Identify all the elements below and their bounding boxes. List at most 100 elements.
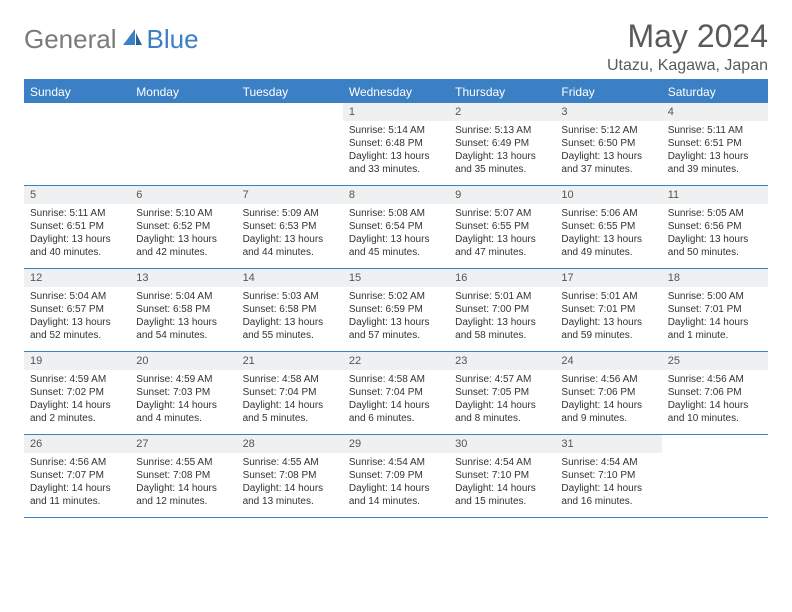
day-number: 18 (662, 269, 768, 287)
day-body: Sunrise: 5:01 AMSunset: 7:00 PMDaylight:… (449, 287, 555, 346)
sunset-line: Sunset: 7:10 PM (561, 469, 655, 482)
day-body: Sunrise: 5:11 AMSunset: 6:51 PMDaylight:… (662, 121, 768, 180)
sunset-line: Sunset: 6:55 PM (561, 220, 655, 233)
day-body: Sunrise: 5:03 AMSunset: 6:58 PMDaylight:… (237, 287, 343, 346)
day-header: Monday (130, 81, 236, 103)
sunset-line: Sunset: 7:01 PM (561, 303, 655, 316)
day-cell: 9Sunrise: 5:07 AMSunset: 6:55 PMDaylight… (449, 186, 555, 268)
sunset-line: Sunset: 6:53 PM (243, 220, 337, 233)
day-cell: 19Sunrise: 4:59 AMSunset: 7:02 PMDayligh… (24, 352, 130, 434)
day-cell (130, 103, 236, 185)
sunrise-line: Sunrise: 5:08 AM (349, 207, 443, 220)
sunrise-line: Sunrise: 4:59 AM (136, 373, 230, 386)
sunrise-line: Sunrise: 5:11 AM (30, 207, 124, 220)
daylight-line: Daylight: 14 hours and 5 minutes. (243, 399, 337, 425)
daylight-line: Daylight: 14 hours and 15 minutes. (455, 482, 549, 508)
day-body: Sunrise: 4:59 AMSunset: 7:03 PMDaylight:… (130, 370, 236, 429)
title-block: May 2024 Utazu, Kagawa, Japan (607, 18, 768, 75)
day-body: Sunrise: 4:55 AMSunset: 7:08 PMDaylight:… (237, 453, 343, 512)
sunrise-line: Sunrise: 5:00 AM (668, 290, 762, 303)
week-row: 5Sunrise: 5:11 AMSunset: 6:51 PMDaylight… (24, 186, 768, 269)
day-cell: 30Sunrise: 4:54 AMSunset: 7:10 PMDayligh… (449, 435, 555, 517)
day-body: Sunrise: 4:58 AMSunset: 7:04 PMDaylight:… (237, 370, 343, 429)
day-cell: 23Sunrise: 4:57 AMSunset: 7:05 PMDayligh… (449, 352, 555, 434)
day-cell: 11Sunrise: 5:05 AMSunset: 6:56 PMDayligh… (662, 186, 768, 268)
day-number: 30 (449, 435, 555, 453)
daylight-line: Daylight: 13 hours and 42 minutes. (136, 233, 230, 259)
sunset-line: Sunset: 6:58 PM (243, 303, 337, 316)
day-cell (237, 103, 343, 185)
sunset-line: Sunset: 6:57 PM (30, 303, 124, 316)
day-cell: 15Sunrise: 5:02 AMSunset: 6:59 PMDayligh… (343, 269, 449, 351)
day-body: Sunrise: 5:11 AMSunset: 6:51 PMDaylight:… (24, 204, 130, 263)
sunrise-line: Sunrise: 5:13 AM (455, 124, 549, 137)
day-cell: 7Sunrise: 5:09 AMSunset: 6:53 PMDaylight… (237, 186, 343, 268)
day-number: 9 (449, 186, 555, 204)
day-cell: 12Sunrise: 5:04 AMSunset: 6:57 PMDayligh… (24, 269, 130, 351)
sunset-line: Sunset: 6:59 PM (349, 303, 443, 316)
sunset-line: Sunset: 7:04 PM (243, 386, 337, 399)
daylight-line: Daylight: 13 hours and 45 minutes. (349, 233, 443, 259)
daylight-line: Daylight: 13 hours and 52 minutes. (30, 316, 124, 342)
day-number: 3 (555, 103, 661, 121)
daylight-line: Daylight: 14 hours and 11 minutes. (30, 482, 124, 508)
month-title: May 2024 (607, 18, 768, 55)
day-number: 16 (449, 269, 555, 287)
daylight-line: Daylight: 14 hours and 13 minutes. (243, 482, 337, 508)
sunrise-line: Sunrise: 5:06 AM (561, 207, 655, 220)
sunrise-line: Sunrise: 5:14 AM (349, 124, 443, 137)
logo-text-blue: Blue (147, 24, 199, 55)
day-body: Sunrise: 4:54 AMSunset: 7:10 PMDaylight:… (555, 453, 661, 512)
day-body: Sunrise: 5:04 AMSunset: 6:57 PMDaylight:… (24, 287, 130, 346)
sunrise-line: Sunrise: 4:54 AM (561, 456, 655, 469)
sunrise-line: Sunrise: 5:03 AM (243, 290, 337, 303)
day-number: 8 (343, 186, 449, 204)
day-body: Sunrise: 4:57 AMSunset: 7:05 PMDaylight:… (449, 370, 555, 429)
daylight-line: Daylight: 14 hours and 4 minutes. (136, 399, 230, 425)
daylight-line: Daylight: 13 hours and 44 minutes. (243, 233, 337, 259)
day-header-row: SundayMondayTuesdayWednesdayThursdayFrid… (24, 81, 768, 103)
sunset-line: Sunset: 7:06 PM (668, 386, 762, 399)
sunset-line: Sunset: 6:49 PM (455, 137, 549, 150)
header: General Blue May 2024 Utazu, Kagawa, Jap… (24, 18, 768, 75)
daylight-line: Daylight: 13 hours and 33 minutes. (349, 150, 443, 176)
daylight-line: Daylight: 14 hours and 16 minutes. (561, 482, 655, 508)
day-body: Sunrise: 5:04 AMSunset: 6:58 PMDaylight:… (130, 287, 236, 346)
sunrise-line: Sunrise: 4:56 AM (668, 373, 762, 386)
sunrise-line: Sunrise: 5:02 AM (349, 290, 443, 303)
sunrise-line: Sunrise: 5:04 AM (136, 290, 230, 303)
day-body: Sunrise: 4:54 AMSunset: 7:09 PMDaylight:… (343, 453, 449, 512)
daylight-line: Daylight: 14 hours and 8 minutes. (455, 399, 549, 425)
day-number: 11 (662, 186, 768, 204)
daylight-line: Daylight: 14 hours and 10 minutes. (668, 399, 762, 425)
day-cell: 6Sunrise: 5:10 AMSunset: 6:52 PMDaylight… (130, 186, 236, 268)
day-body: Sunrise: 5:01 AMSunset: 7:01 PMDaylight:… (555, 287, 661, 346)
sunrise-line: Sunrise: 5:10 AM (136, 207, 230, 220)
day-header: Wednesday (343, 81, 449, 103)
daylight-line: Daylight: 14 hours and 1 minute. (668, 316, 762, 342)
day-cell: 13Sunrise: 5:04 AMSunset: 6:58 PMDayligh… (130, 269, 236, 351)
sunset-line: Sunset: 7:06 PM (561, 386, 655, 399)
day-number: 15 (343, 269, 449, 287)
daylight-line: Daylight: 13 hours and 40 minutes. (30, 233, 124, 259)
calendar: SundayMondayTuesdayWednesdayThursdayFrid… (24, 79, 768, 518)
day-number: 25 (662, 352, 768, 370)
day-cell: 22Sunrise: 4:58 AMSunset: 7:04 PMDayligh… (343, 352, 449, 434)
day-number: 7 (237, 186, 343, 204)
day-body: Sunrise: 5:02 AMSunset: 6:59 PMDaylight:… (343, 287, 449, 346)
day-number: 2 (449, 103, 555, 121)
location: Utazu, Kagawa, Japan (607, 57, 768, 75)
daylight-line: Daylight: 13 hours and 37 minutes. (561, 150, 655, 176)
sunset-line: Sunset: 7:02 PM (30, 386, 124, 399)
day-body: Sunrise: 4:56 AMSunset: 7:06 PMDaylight:… (662, 370, 768, 429)
day-header: Friday (555, 81, 661, 103)
day-number: 1 (343, 103, 449, 121)
day-body: Sunrise: 4:55 AMSunset: 7:08 PMDaylight:… (130, 453, 236, 512)
sunrise-line: Sunrise: 4:55 AM (136, 456, 230, 469)
day-body: Sunrise: 4:59 AMSunset: 7:02 PMDaylight:… (24, 370, 130, 429)
sunset-line: Sunset: 7:07 PM (30, 469, 124, 482)
day-cell: 31Sunrise: 4:54 AMSunset: 7:10 PMDayligh… (555, 435, 661, 517)
day-body: Sunrise: 4:56 AMSunset: 7:07 PMDaylight:… (24, 453, 130, 512)
sunrise-line: Sunrise: 5:01 AM (455, 290, 549, 303)
day-number: 17 (555, 269, 661, 287)
